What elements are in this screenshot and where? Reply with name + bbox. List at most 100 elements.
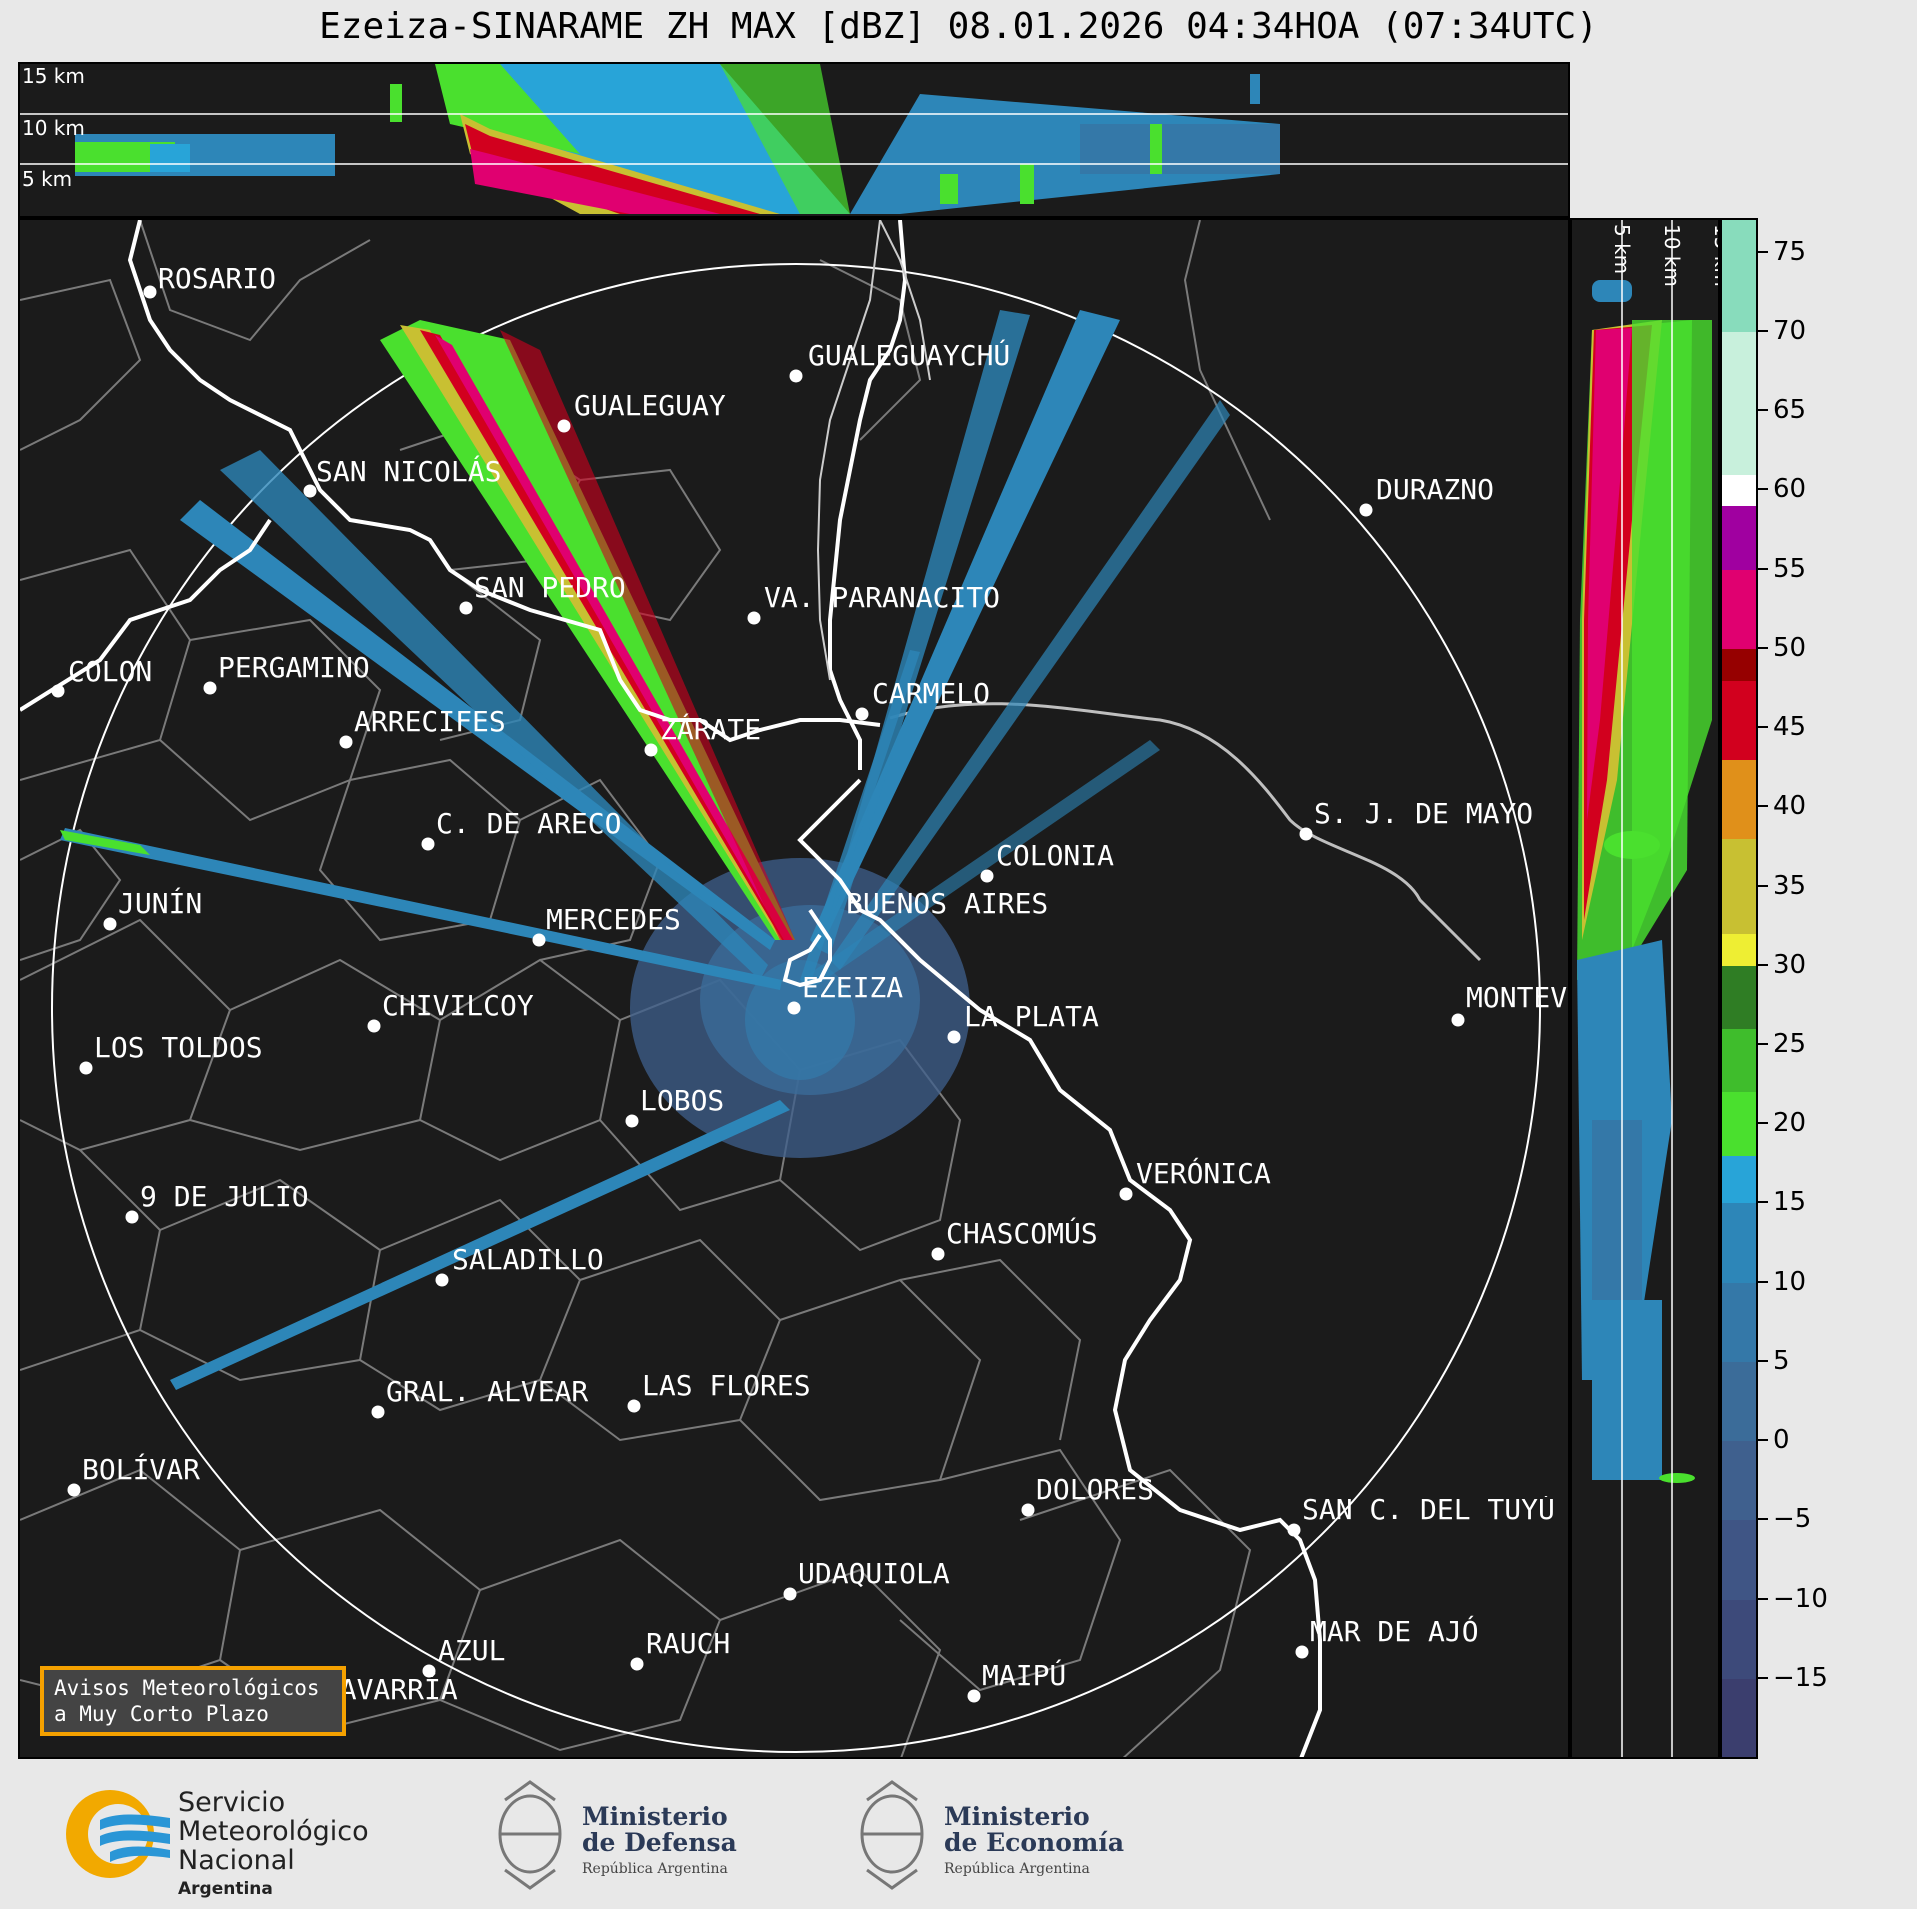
city-label-colon: COLON xyxy=(68,655,153,688)
radar-map xyxy=(20,220,1541,1757)
city-dot-chascomus xyxy=(931,1247,945,1261)
smn-line3: Nacional xyxy=(178,1845,295,1876)
colorbar-segment xyxy=(1722,1519,1756,1600)
city-label-mar-de-ajo: MAR DE AJÓ xyxy=(1310,1615,1479,1648)
city-label-gral-alvear: GRAL. ALVEAR xyxy=(386,1375,589,1408)
city-label-c-de-areco: C. DE ARECO xyxy=(436,807,622,840)
colorbar xyxy=(1720,218,1758,1759)
colorbar-tick xyxy=(1758,329,1768,332)
avisos-banner: Avisos Meteorológicos a Muy Corto Plazo xyxy=(40,1666,346,1736)
colorbar-tick xyxy=(1758,1280,1768,1283)
altitude-label-10km: 10 km xyxy=(22,116,85,140)
colorbar-tick-label: 55 xyxy=(1773,553,1807,584)
city-dot-pergamino xyxy=(203,681,217,695)
colorbar-tick xyxy=(1758,488,1768,491)
city-dot-rosario xyxy=(143,285,157,299)
city-dot-zarate xyxy=(644,743,658,757)
colorbar-tick xyxy=(1758,726,1768,729)
city-label-maipu: MAIPÚ xyxy=(982,1659,1067,1692)
city-label-san-nicolas: SAN NICOLÁS xyxy=(316,455,502,488)
city-label-s-j-de-mayo: S. J. DE MAYO xyxy=(1314,797,1534,830)
city-label-veronica: VERÓNICA xyxy=(1136,1157,1271,1190)
city-dot-san-c-del-tuyu xyxy=(1287,1523,1301,1537)
city-label-ezeiza: EZEIZA xyxy=(802,971,904,1004)
colorbar-tick xyxy=(1758,1439,1768,1442)
smn-line2: Meteorológico xyxy=(178,1816,369,1847)
city-label-gualeguay: GUALEGUAY xyxy=(574,389,726,422)
city-dot-la-plata xyxy=(947,1030,961,1044)
city-dot-s-j-de-mayo xyxy=(1299,827,1313,841)
city-label-azul: AZUL xyxy=(438,1634,506,1667)
city-label-9-de-julio: 9 DE JULIO xyxy=(140,1180,309,1213)
colorbar-tick-label: 50 xyxy=(1773,632,1807,663)
smn-logo-text: Servicio Meteorológico Nacional Argentin… xyxy=(178,1788,369,1904)
colorbar-segment xyxy=(1722,1677,1756,1757)
colorbar-tick-label: 0 xyxy=(1773,1425,1790,1456)
colorbar-segment xyxy=(1722,1598,1756,1679)
right-altitude-label-15km: 15 km xyxy=(1710,224,1720,287)
radar-map-panel: ROSARIO GUALEGUAYCHÚ GUALEGUAY SAN NICOL… xyxy=(18,218,1570,1759)
economia-seal-icon xyxy=(860,1780,924,1890)
colorbar-segment xyxy=(1722,837,1756,935)
economia-logo-text: Ministerio de Economía República Argenti… xyxy=(944,1804,1124,1882)
defensa-line3: República Argentina xyxy=(582,1861,728,1877)
colorbar-segment xyxy=(1722,647,1756,681)
city-label-chascomus: CHASCOMÚS xyxy=(946,1217,1098,1250)
city-dot-los-toldos xyxy=(79,1061,93,1075)
city-label-bolivar: BOLÍVAR xyxy=(82,1453,201,1486)
colorbar-tick-label: 70 xyxy=(1773,315,1807,346)
city-label-san-c-del-tuyu: SAN C. DEL TUYÚ xyxy=(1302,1496,1555,1524)
colorbar-tick-label: 40 xyxy=(1773,791,1807,822)
colorbar-tick xyxy=(1758,963,1768,966)
colorbar-segment xyxy=(1722,505,1756,570)
city-dot-chivilcoy xyxy=(367,1019,381,1033)
colorbar-tick xyxy=(1758,250,1768,253)
colorbar-tick-label: 35 xyxy=(1773,870,1807,901)
colorbar-tick xyxy=(1758,567,1768,570)
city-dot-c-de-areco xyxy=(421,837,435,851)
right-cross-section-plot xyxy=(1577,220,1712,1757)
city-label-chivilcoy: CHIVILCOY xyxy=(382,989,534,1022)
colorbar-tick xyxy=(1758,409,1768,412)
colorbar-tick-label: 10 xyxy=(1773,1266,1807,1297)
colorbar-tick xyxy=(1758,805,1768,808)
city-dot-gral-alvear xyxy=(371,1405,385,1419)
altitude-label-15km: 15 km xyxy=(22,64,85,88)
colorbar-tick xyxy=(1758,646,1768,649)
echo-streaks xyxy=(60,310,1230,1390)
city-dot-gualeguay xyxy=(557,419,571,433)
colorbar-segment xyxy=(1722,473,1756,507)
city-dot-carmelo xyxy=(855,707,869,721)
colorbar-tick-label: 45 xyxy=(1773,712,1807,743)
top-cross-section-plot xyxy=(20,64,1568,214)
right-altitude-label-10km: 10 km xyxy=(1660,224,1684,287)
colorbar-segment xyxy=(1722,1091,1756,1156)
city-dot-va-paranacito xyxy=(747,611,761,625)
altitude-label-5km: 5 km xyxy=(22,167,73,191)
city-label-rosario: ROSARIO xyxy=(158,262,277,295)
city-dot-saladillo xyxy=(435,1273,449,1287)
city-dot-mar-de-ajo xyxy=(1295,1645,1309,1659)
city-dot-udaquiola xyxy=(783,1587,797,1601)
city-label-mercedes: MERCEDES xyxy=(546,903,681,936)
colorbar-tick xyxy=(1758,1201,1768,1204)
colorbar-segment xyxy=(1722,679,1756,760)
colorbar-tick xyxy=(1758,1122,1768,1125)
city-dot-bolivar xyxy=(67,1483,81,1497)
city-dot-mercedes xyxy=(532,933,546,947)
colorbar-segment xyxy=(1722,1202,1756,1283)
colorbar-tick-label: 60 xyxy=(1773,474,1807,505)
city-dot-durazno xyxy=(1359,503,1373,517)
smn-line1: Servicio xyxy=(178,1787,286,1818)
city-dot-maipu xyxy=(967,1689,981,1703)
city-dot-lobos xyxy=(625,1114,639,1128)
defensa-line2: de Defensa xyxy=(582,1828,737,1857)
colorbar-segment xyxy=(1722,1028,1756,1093)
city-label-zarate: ZÁRATE xyxy=(660,713,762,746)
economia-line1: Ministerio xyxy=(944,1802,1090,1831)
city-label-la-plata: LA PLATA xyxy=(964,1000,1099,1033)
city-label-carmelo: CARMELO xyxy=(872,677,991,710)
city-label-colonia: COLONIA xyxy=(996,839,1115,872)
city-dot-veronica xyxy=(1119,1187,1133,1201)
city-dot-ezeiza xyxy=(787,1001,801,1015)
